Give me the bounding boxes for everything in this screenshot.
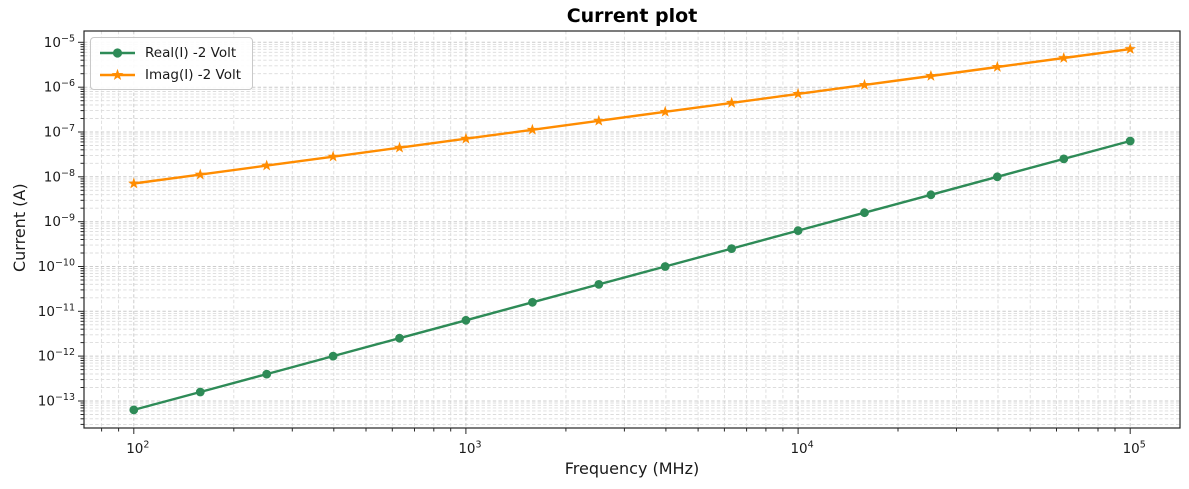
legend-row-real: Real(I) -2 Volt xyxy=(99,42,241,63)
svg-text:10−12: 10−12 xyxy=(38,347,75,365)
axis-tick-labels: 102 103 104 105 10−5 10−6 10−7 10−8 10−9 10−10 10−… xyxy=(38,33,1146,457)
series-0 xyxy=(129,136,1135,415)
svg-text:105: 105 xyxy=(1123,440,1146,458)
plot-background xyxy=(84,31,1180,428)
svg-text:10−9: 10−9 xyxy=(44,213,75,231)
grid-major xyxy=(84,31,1180,428)
svg-text:10−10: 10−10 xyxy=(38,257,75,275)
svg-text:104: 104 xyxy=(790,440,813,458)
svg-text:10−8: 10−8 xyxy=(44,168,75,186)
y-axis-label: Current (A) xyxy=(10,183,29,272)
svg-text:10−5: 10−5 xyxy=(44,33,75,51)
legend-row-imag: Imag(I) -2 Volt xyxy=(99,64,241,85)
svg-text:10−7: 10−7 xyxy=(44,123,75,141)
x-axis-label: Frequency (MHz) xyxy=(564,459,700,478)
svg-text:10−13: 10−13 xyxy=(38,392,75,410)
axes-spines xyxy=(83,30,1181,429)
svg-text:102: 102 xyxy=(126,440,149,458)
grid-minor xyxy=(84,31,1180,428)
svg-text:10−6: 10−6 xyxy=(44,78,75,96)
legend-line-circle-icon xyxy=(100,47,135,58)
svg-text:10−11: 10−11 xyxy=(38,302,75,320)
chart-title: Current plot xyxy=(566,5,698,27)
legend-label-imag: Imag(I) -2 Volt xyxy=(145,66,242,83)
legend-label-real: Real(I) -2 Volt xyxy=(145,44,237,61)
legend: Real(I) -2 Volt Imag(I) -2 Volt xyxy=(90,37,254,90)
svg-text:103: 103 xyxy=(458,440,481,458)
legend-line-star-icon xyxy=(100,68,135,80)
series-1 xyxy=(128,43,1136,189)
axis-ticks xyxy=(78,41,1131,434)
